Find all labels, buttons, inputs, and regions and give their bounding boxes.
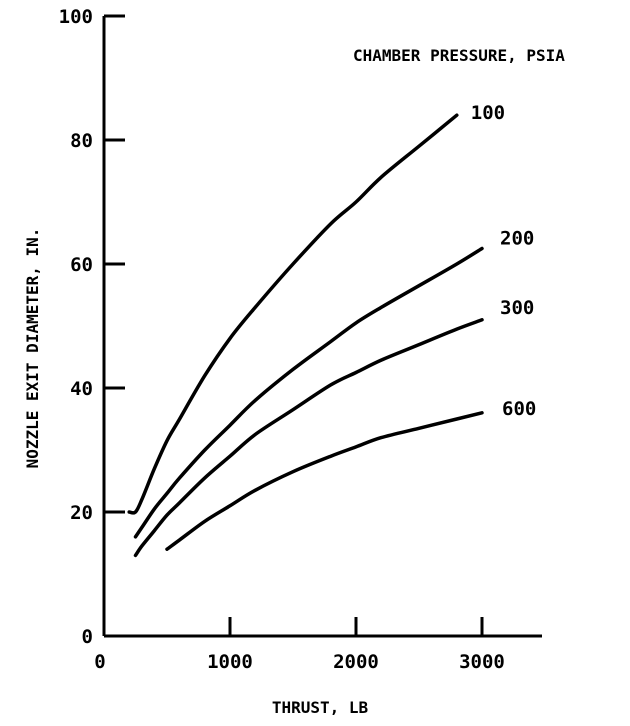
y-tick-label: 80 — [70, 130, 93, 152]
x-ticks: 0 1000 2000 3000 — [94, 617, 505, 673]
series-line-600 — [165, 411, 484, 551]
series-lines: 100 200 300 600 — [127, 102, 536, 558]
series-label-600: 600 — [502, 398, 536, 420]
series-line-200 — [133, 246, 484, 539]
axes — [102, 16, 542, 638]
y-tick-label: 40 — [70, 378, 93, 400]
series-line-100 — [127, 113, 459, 515]
series-line-300 — [133, 318, 484, 558]
series-label-200: 200 — [500, 228, 534, 250]
y-tick-label: 20 — [70, 502, 93, 524]
y-tick-label: 0 — [82, 626, 93, 648]
y-axis-title: NOZZLE EXIT DIAMETER, IN. — [23, 228, 42, 469]
y-tick-label: 60 — [70, 254, 93, 276]
series-label-100: 100 — [471, 102, 505, 124]
x-axis-title: THRUST, LB — [272, 698, 369, 717]
x-tick-label: 0 — [94, 651, 105, 673]
x-tick-label: 2000 — [333, 651, 379, 673]
y-ticks: 0 20 40 60 80 100 — [59, 6, 125, 648]
x-tick-label: 1000 — [207, 651, 253, 673]
legend-title: CHAMBER PRESSURE, PSIA — [353, 46, 565, 65]
series-label-300: 300 — [500, 297, 534, 319]
y-tick-label: 100 — [59, 6, 93, 28]
x-tick-label: 3000 — [459, 651, 505, 673]
